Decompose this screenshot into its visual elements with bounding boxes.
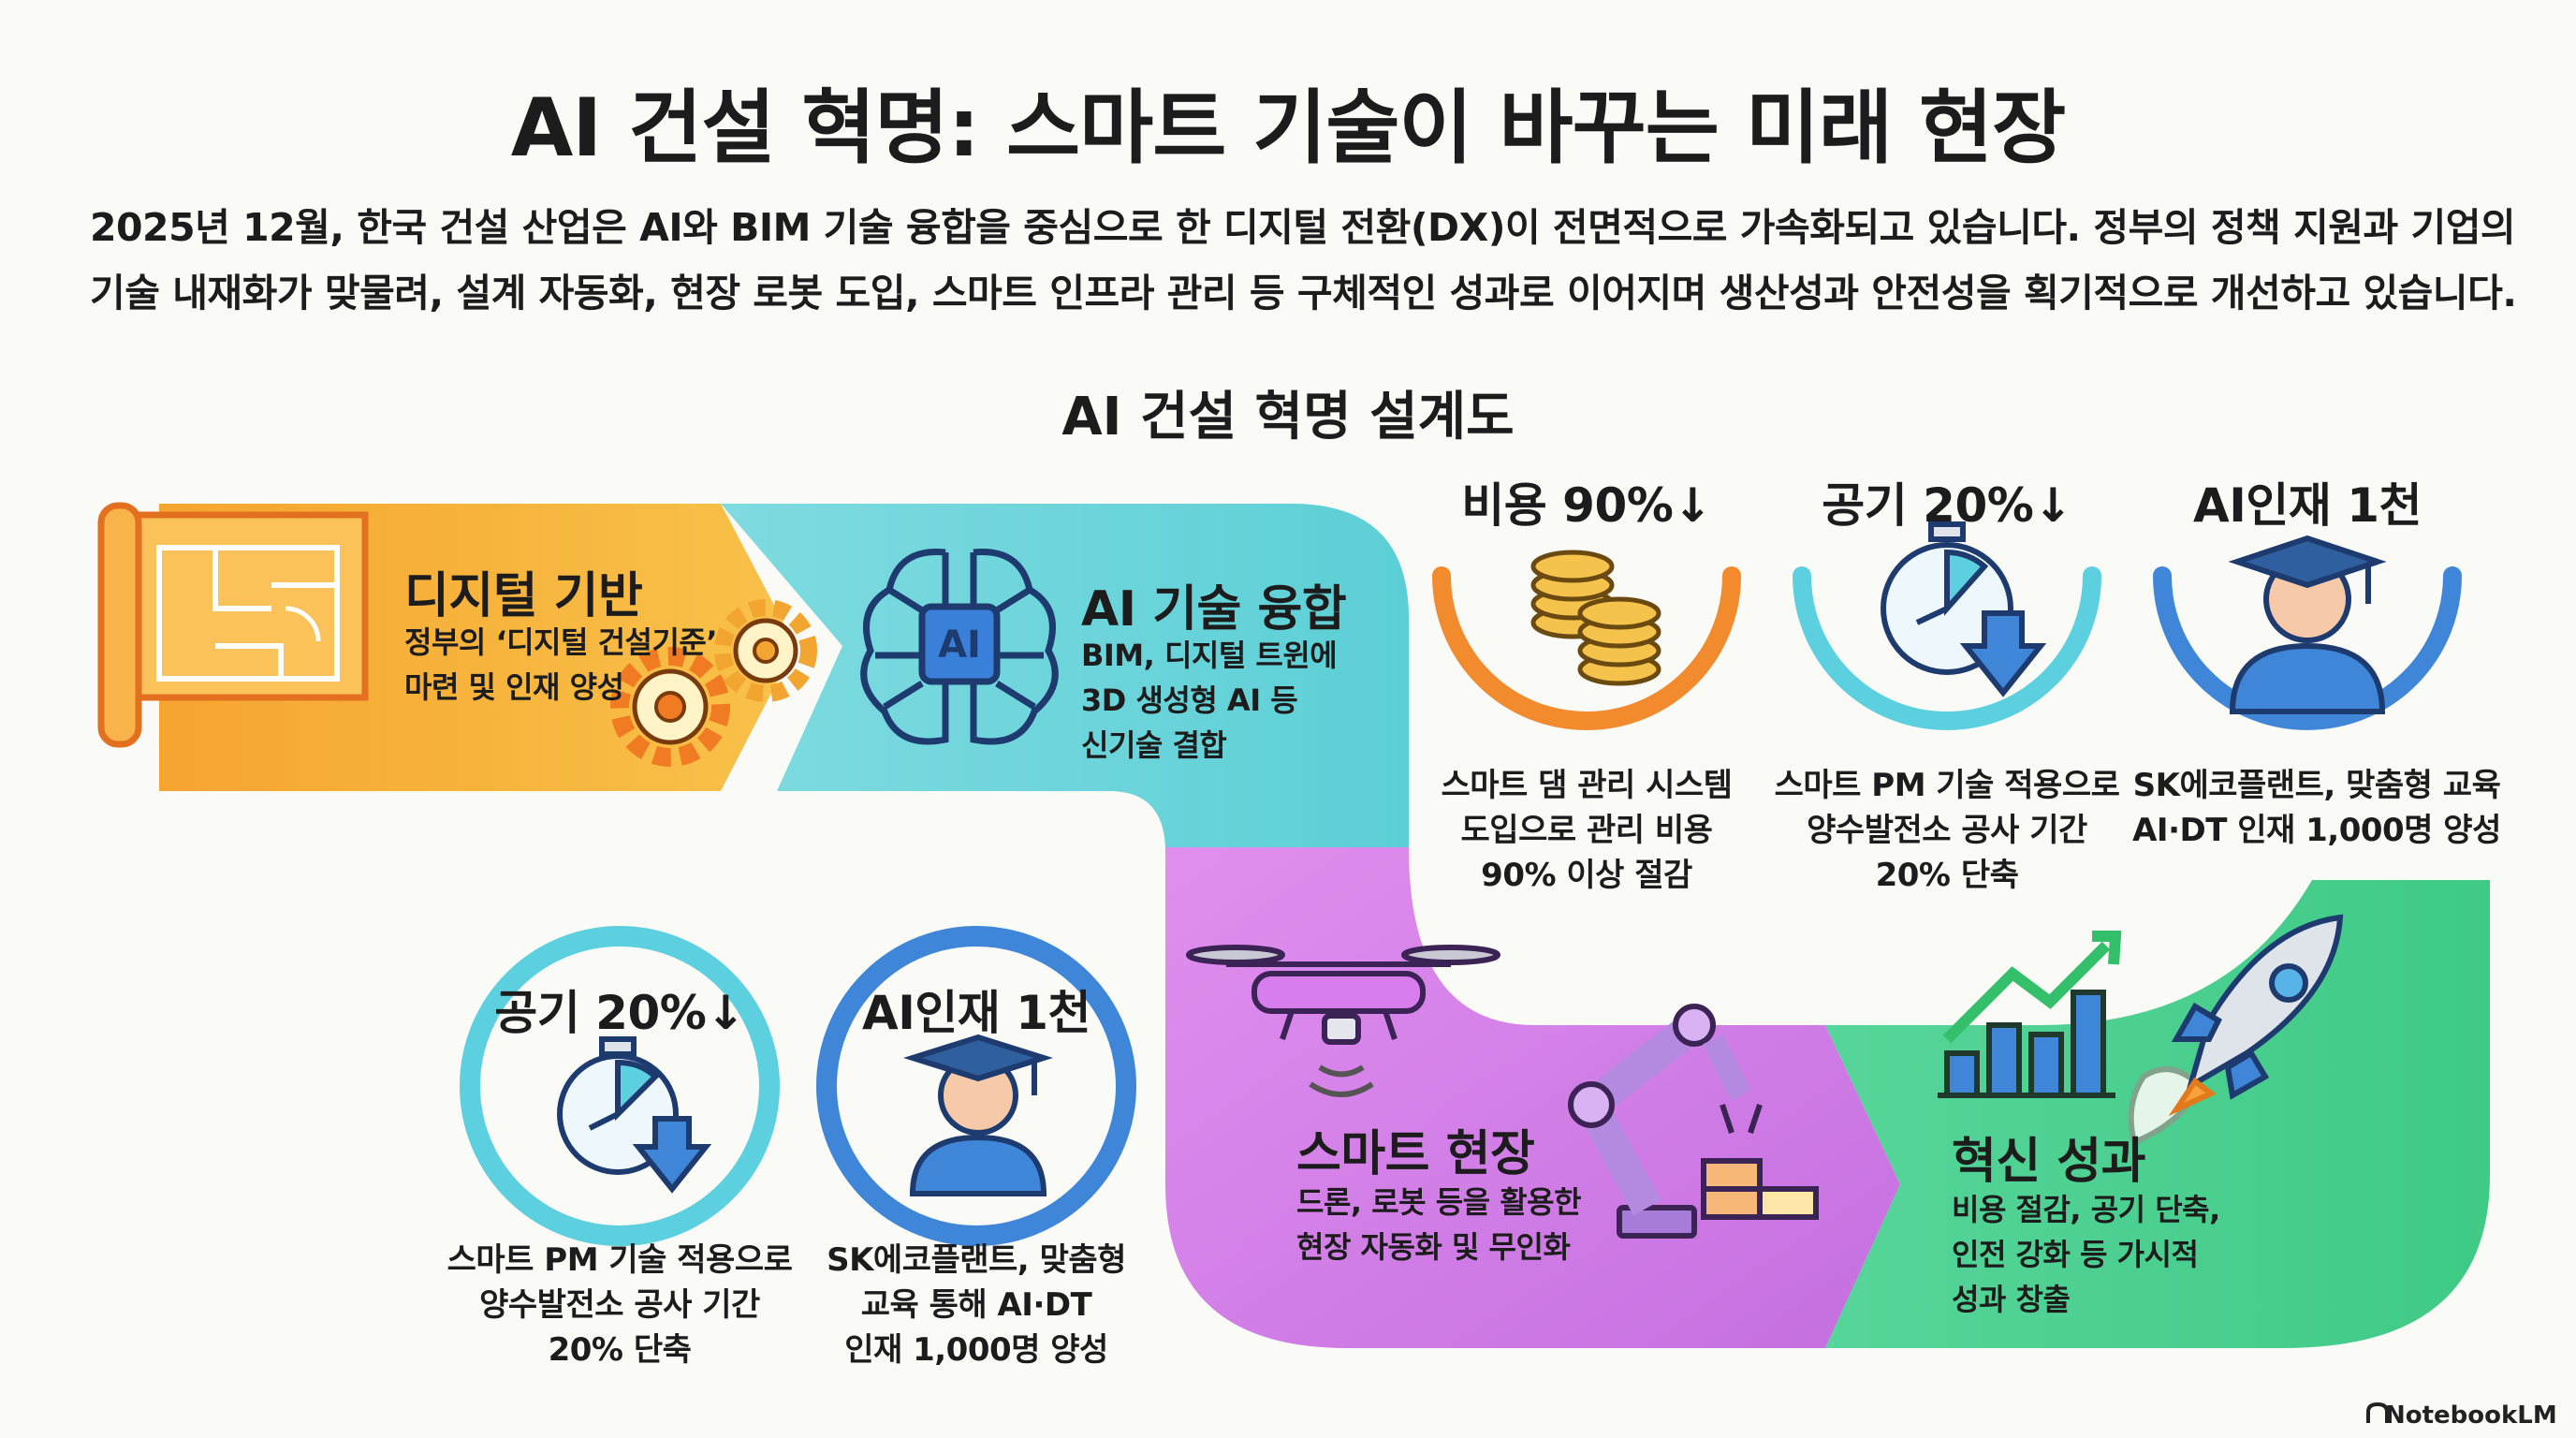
stat-desc-schedule: 스마트 PM 기술 적용으로 양수발전소 공사 기간 20% 단축 <box>1774 767 2120 894</box>
growth-chart-icon <box>1938 931 2122 1098</box>
blueprint-icon <box>97 502 369 748</box>
stage-desc-ai-fusion: BIM, 디지털 트윈에 3D 생성형 AI 등 신기술 결합 <box>1081 638 1338 763</box>
ai-brain-icon: AI <box>860 549 1059 745</box>
diagram-title: AI 건설 혁명 설계도 <box>1061 387 1515 448</box>
intro-line: 기술 내재화가 맞물려, 설계 자동화, 현장 로봇 도입, 스마트 인프라 관… <box>90 271 2517 315</box>
stage-title-outcome: 혁신 성과 <box>1952 1134 2145 1190</box>
page-title: AI 건설 혁명: 스마트 기술이 바꾸는 미래 현장 <box>510 81 2067 175</box>
stat-label-schedule-bottom: 공기 20%↓ <box>494 986 745 1040</box>
drone-icon <box>1186 945 1500 1097</box>
stat-desc-schedule-bottom: 스마트 PM 기술 적용으로 양수발전소 공사 기간 20% 단축 <box>446 1241 793 1369</box>
robot-arm-icon <box>1568 1004 1819 1239</box>
stage-title-smart-site: 스마트 현장 <box>1296 1126 1535 1182</box>
stopwatch-icon <box>557 1036 712 1194</box>
stage-title-digital-base: 디지털 기반 <box>404 568 643 624</box>
stat-arc-talent <box>2153 566 2462 730</box>
stat-desc-talent: SK에코플랜트, 맞춤형 교육 AI·DT 인재 1,000명 양성 <box>2132 767 2501 849</box>
stage-desc-outcome: 비용 절감, 공기 단축, 인전 강화 등 가시적 성과 창출 <box>1952 1192 2220 1317</box>
stage-desc-smart-site: 드론, 로봇 등을 활용한 현장 자동화 및 무인화 <box>1296 1184 1582 1265</box>
stat-desc-cost: 스마트 댐 관리 시스템 도입으로 관리 비용 90% 이상 절감 <box>1441 767 1733 894</box>
notebooklm-logo-icon <box>2366 1401 2389 1423</box>
stat-arc-schedule <box>1793 566 2101 730</box>
stat-desc-talent-bottom: SK에코플랜트, 맞춤형 교육 통해 AI·DT 인재 1,000명 양성 <box>827 1241 1126 1369</box>
gear-icon <box>610 599 817 767</box>
rocket-icon <box>2128 914 2344 1147</box>
graduate-icon <box>902 1034 1054 1196</box>
stat-ring-schedule <box>460 926 780 1246</box>
stage-desc-digital-base: 정부의 ‘디지털 건설기준’ 마련 및 인재 양성 <box>404 624 718 705</box>
stage-band-smart-site <box>1165 847 1900 1348</box>
stat-label-cost: 비용 90%↓ <box>1461 478 1712 533</box>
watermark: NotebookLM <box>2385 1401 2557 1430</box>
stat-arc-cost <box>1432 566 1741 730</box>
intro-line: 2025년 12월, 한국 건설 산업은 AI와 BIM 기술 융합을 중심으로… <box>90 205 2516 250</box>
stat-label-talent: AI인재 1천 <box>2193 478 2422 533</box>
stat-label-schedule: 공기 20%↓ <box>1822 478 2072 533</box>
stat-ring-talent <box>816 926 1136 1246</box>
stopwatch-icon <box>1881 521 2047 697</box>
stage-title-ai-fusion: AI 기술 융합 <box>1081 581 1347 638</box>
stat-label-talent-bottom: AI인재 1천 <box>862 986 1091 1040</box>
intro-paragraph: 2025년 12월, 한국 건설 산업은 AI와 BIM 기술 융합을 중심으로… <box>90 195 2524 326</box>
graduate-icon <box>2228 535 2387 714</box>
coins-icon <box>1530 550 1661 686</box>
svg-text:AI: AI <box>938 624 981 667</box>
